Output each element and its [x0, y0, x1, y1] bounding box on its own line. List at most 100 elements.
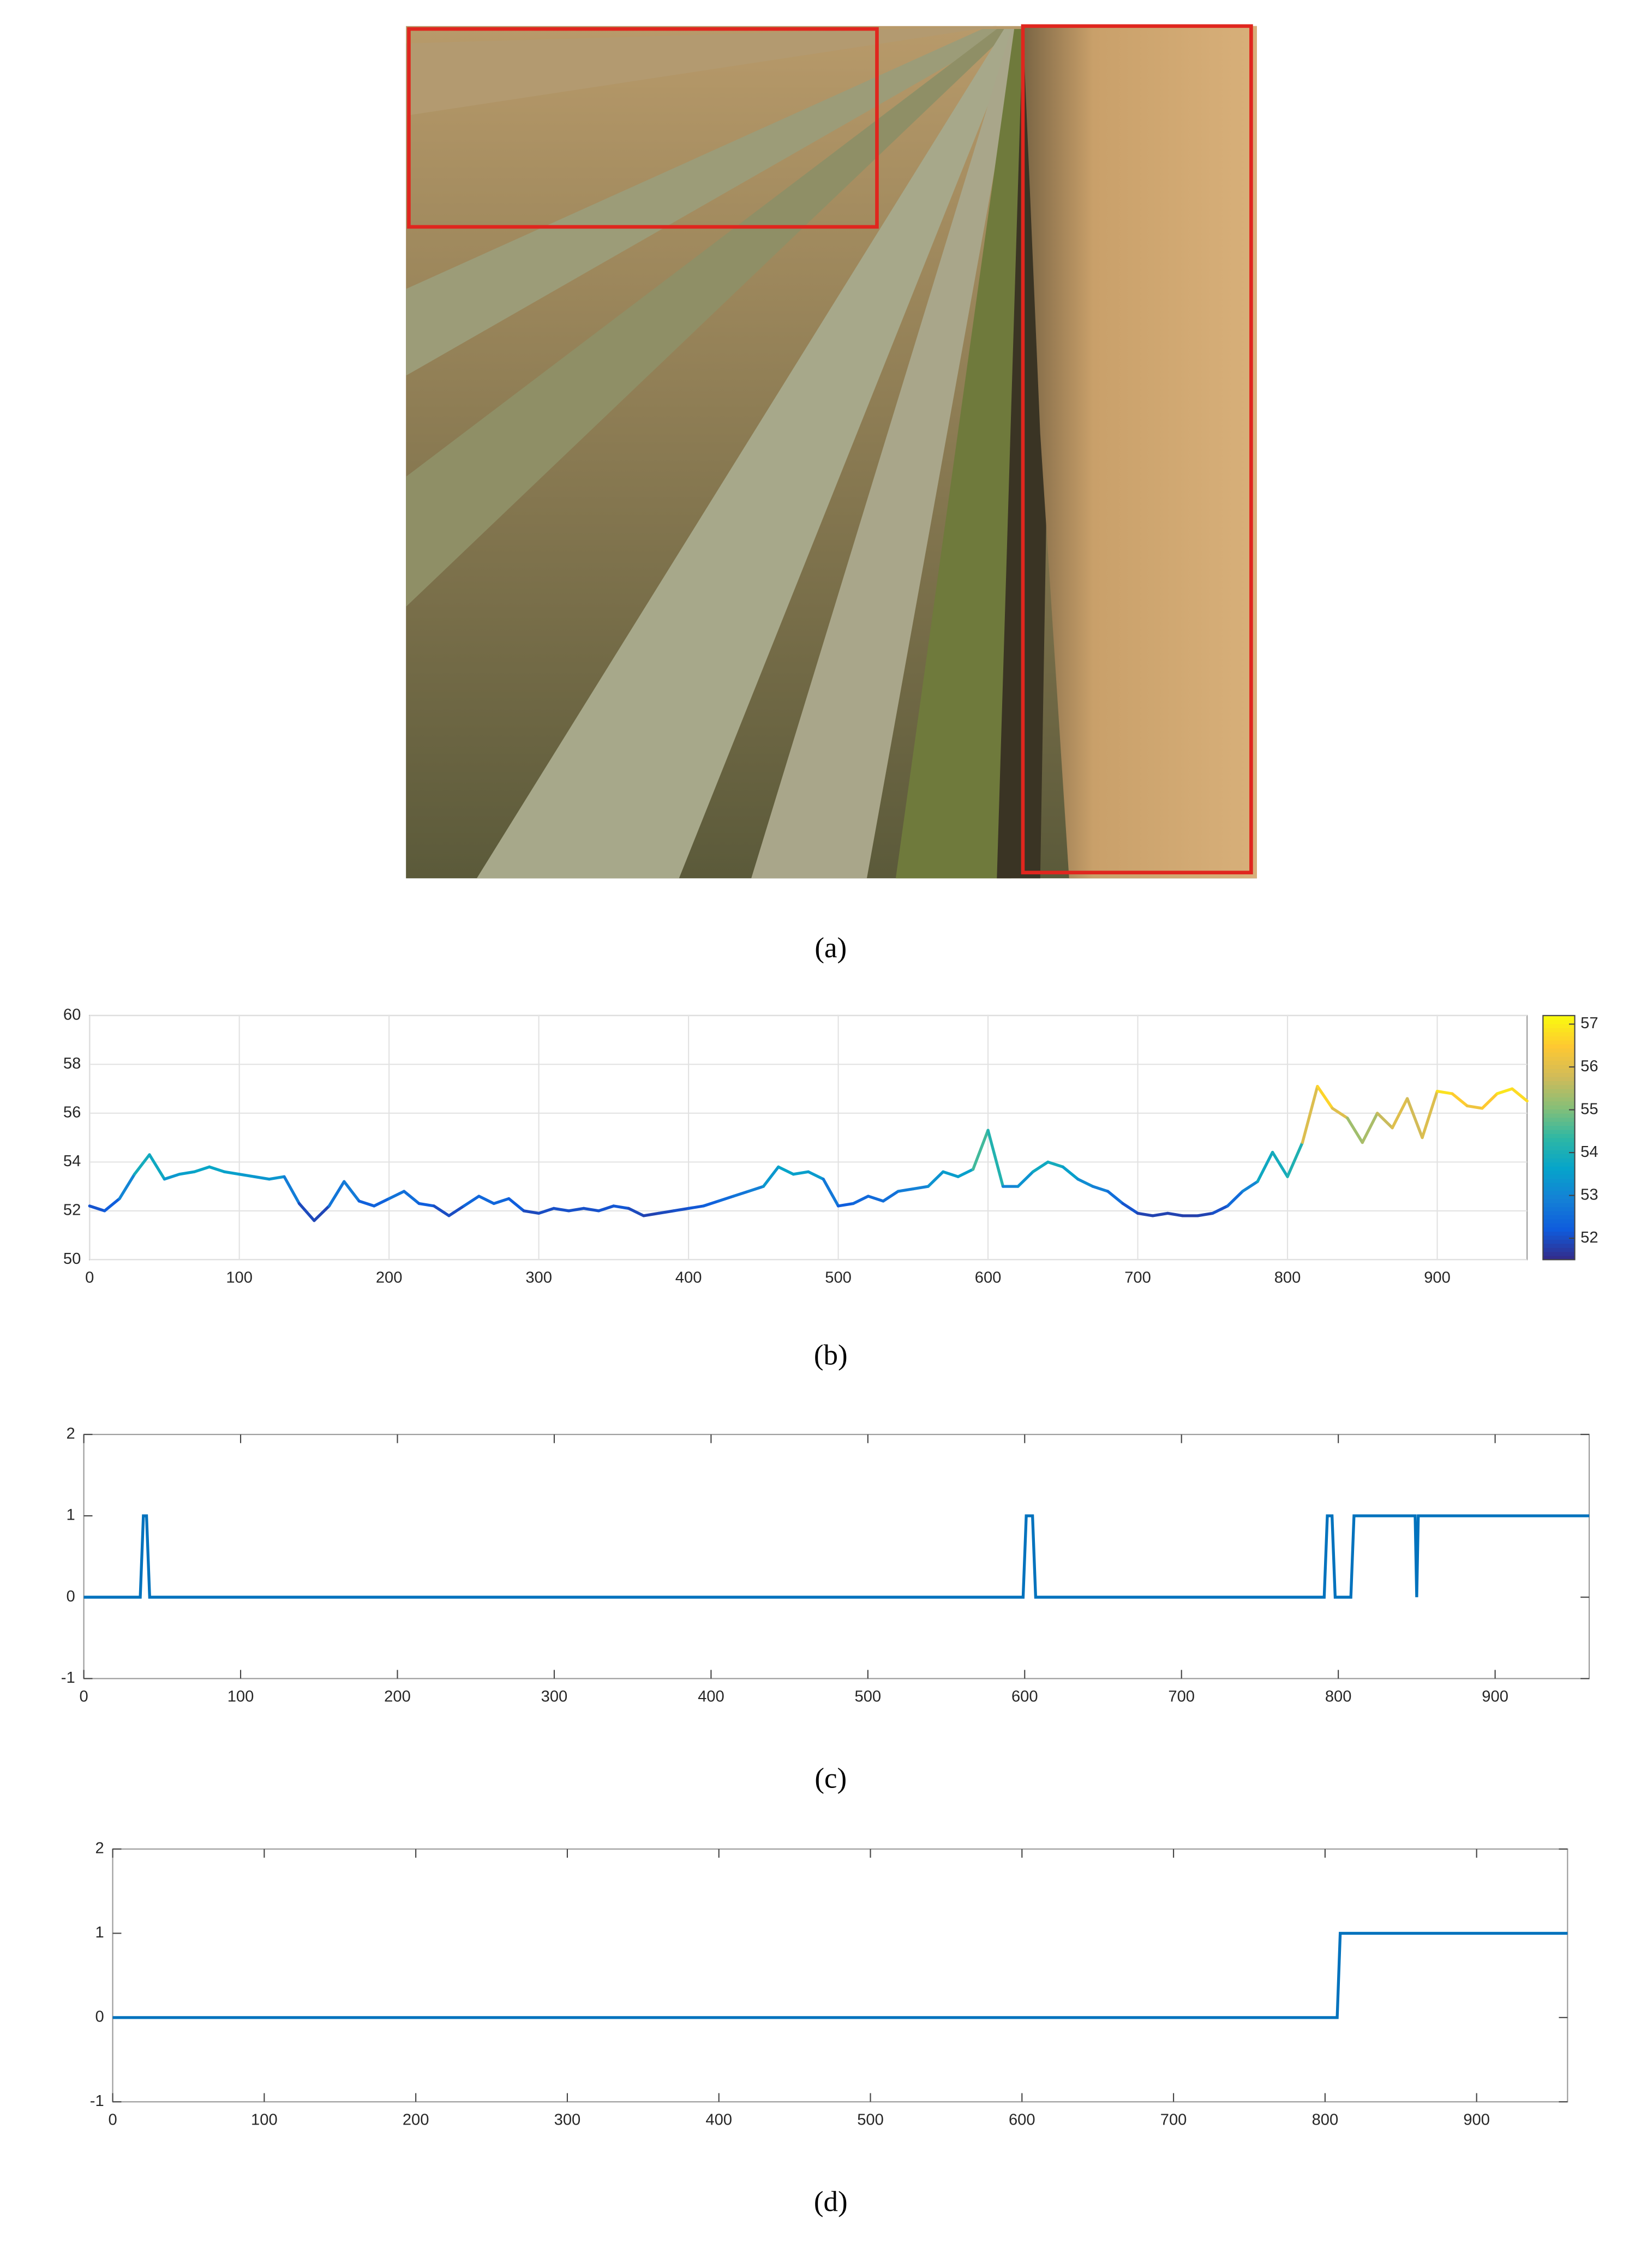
- x-tick-label: 200: [384, 1688, 411, 1706]
- data-line: [112, 1931, 1568, 2019]
- colorbar-cell: [1543, 1048, 1575, 1053]
- x-tick-label: 100: [226, 1269, 253, 1287]
- line-segment: [627, 1207, 645, 1217]
- line-segment: [1465, 1104, 1484, 1110]
- line-segment: [687, 1204, 705, 1210]
- colorbar-cell: [1543, 1121, 1575, 1126]
- colorbar-cell: [1543, 1251, 1575, 1256]
- colorbar-cell: [1543, 1247, 1575, 1252]
- colorbar-frame: [1542, 1015, 1576, 1261]
- y-tick-label: 52: [63, 1202, 81, 1219]
- x-tick-label: 700: [1160, 2111, 1187, 2128]
- line-segment: [642, 1211, 660, 1217]
- line-segment: [387, 1190, 406, 1201]
- colorbar-cell: [1543, 1031, 1575, 1036]
- x-tick-label: 400: [698, 1688, 724, 1706]
- line-segment: [447, 1204, 466, 1217]
- line-segment: [1256, 1150, 1274, 1183]
- line-segment: [792, 1170, 810, 1176]
- colorbar-cell: [1543, 1040, 1575, 1045]
- line-segment: [1435, 1089, 1454, 1095]
- colorbar-cell: [1543, 1019, 1575, 1024]
- line-segment: [1451, 1092, 1469, 1108]
- colorbar-cell: [1543, 1142, 1575, 1147]
- line-segment: [417, 1202, 436, 1208]
- colorbar-cell: [1543, 1133, 1575, 1138]
- colorbar-cell: [1543, 1149, 1575, 1155]
- colorbar-cell: [1543, 1178, 1575, 1183]
- plot-area: [112, 1848, 1568, 2103]
- x-tick-label: 500: [855, 1688, 882, 1706]
- line-segment: [717, 1195, 735, 1203]
- colorbar-cell: [1543, 1227, 1575, 1232]
- y-tick-label: 56: [63, 1104, 81, 1121]
- line-segment: [1391, 1097, 1409, 1130]
- colorbar-cell: [1543, 1072, 1575, 1077]
- colorbar-cell: [1543, 1182, 1575, 1187]
- colorbar-cell: [1543, 1093, 1575, 1097]
- line-segment: [1061, 1165, 1080, 1181]
- line-segment: [1316, 1084, 1334, 1110]
- x-tick-label: 900: [1463, 2111, 1490, 2128]
- line-segment: [597, 1204, 615, 1213]
- line-segment: [492, 1197, 511, 1205]
- line-segment: [208, 1165, 226, 1173]
- line-segment: [283, 1175, 301, 1205]
- line-segment: [986, 1129, 1005, 1188]
- line-segment: [223, 1170, 241, 1176]
- x-tick-label: 800: [1274, 1269, 1301, 1287]
- line-segment: [777, 1165, 795, 1176]
- colorbar-cell: [1543, 1101, 1575, 1106]
- x-tick-label: 300: [541, 1688, 568, 1706]
- colorbar-cell: [1543, 1239, 1575, 1244]
- line-segment: [582, 1207, 601, 1213]
- colorbar-cell: [1543, 1089, 1575, 1094]
- data-line: [83, 1514, 1590, 1599]
- line-segment: [971, 1129, 990, 1171]
- line-segment: [313, 1204, 331, 1222]
- x-tick-label: 700: [1168, 1688, 1195, 1706]
- colorbar-cell: [1543, 1105, 1575, 1110]
- colorbar-cell: [1543, 1190, 1575, 1195]
- line-segment: [133, 1153, 151, 1176]
- line-segment: [1331, 1107, 1349, 1120]
- line-segment: [238, 1173, 256, 1178]
- colorbar-cell: [1543, 1235, 1575, 1240]
- colorbar-cell: [1543, 1015, 1575, 1021]
- x-tick-label: 200: [376, 1269, 403, 1287]
- panel-label: (b): [814, 1340, 848, 1371]
- y-tick-label: 60: [63, 1006, 81, 1024]
- line-segment: [193, 1165, 211, 1173]
- line-segment: [1226, 1190, 1244, 1208]
- line-segment: [1031, 1160, 1050, 1173]
- colorbar-cell: [1543, 1210, 1575, 1216]
- line-segment: [507, 1197, 525, 1213]
- line-segment: [253, 1175, 271, 1181]
- line-segment: [807, 1170, 825, 1181]
- colorbar-tick-label: 55: [1580, 1100, 1598, 1118]
- y-tick-label: 50: [63, 1250, 81, 1268]
- colorbar-cell: [1543, 1023, 1575, 1029]
- line-segment: [1271, 1150, 1289, 1178]
- panel-label: (a): [814, 932, 847, 964]
- line-segment: [1136, 1211, 1154, 1217]
- x-tick-label: 700: [1124, 1269, 1151, 1287]
- colorbar-cell: [1543, 1231, 1575, 1236]
- line-segment: [882, 1190, 900, 1203]
- colorbar-tick-label: 53: [1580, 1186, 1598, 1203]
- colorbar-cell: [1543, 1056, 1575, 1061]
- colorbar-cell: [1543, 1154, 1575, 1159]
- line-segment: [1421, 1089, 1439, 1139]
- line-segment: [1106, 1190, 1124, 1205]
- line-segment: [1151, 1211, 1170, 1217]
- line-segment: [297, 1202, 316, 1222]
- line-segment: [1241, 1180, 1259, 1193]
- line-segment: [118, 1173, 136, 1201]
- x-tick-label: 500: [857, 2111, 884, 2128]
- colorbar-cell: [1543, 1223, 1575, 1228]
- line-segment: [477, 1195, 495, 1205]
- x-tick-label: 100: [251, 2111, 278, 2128]
- colorbar-cell: [1543, 1162, 1575, 1167]
- colorbar-cell: [1543, 1076, 1575, 1081]
- line-segment: [1511, 1087, 1529, 1103]
